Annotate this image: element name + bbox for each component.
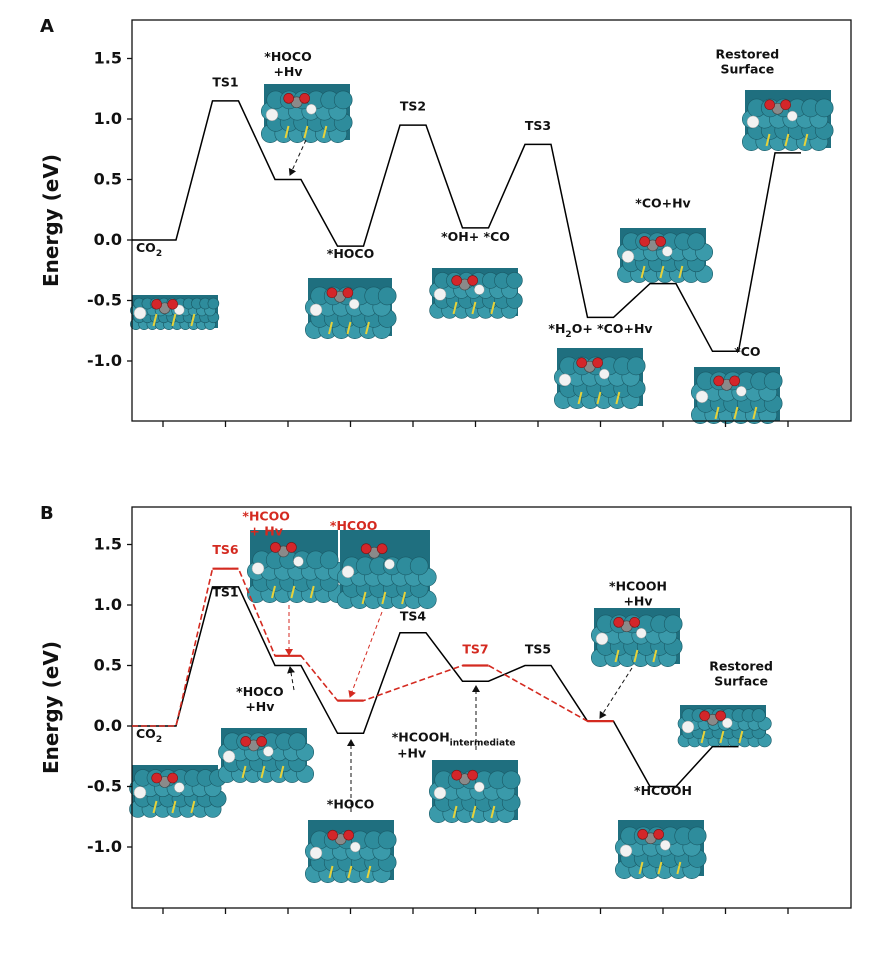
surface-thumbnail	[336, 530, 437, 610]
surface-thumbnail	[428, 760, 521, 824]
energy-path-series-0	[132, 100, 801, 353]
surface-thumbnail	[130, 295, 220, 330]
energy-level-label: *H2O+ *CO+Hv	[548, 321, 652, 340]
energy-level-label: TS1	[212, 585, 238, 600]
energy-level-label: *HCOOH	[634, 783, 692, 798]
energy-path-series-0	[132, 586, 739, 788]
pointer-arrow	[287, 666, 295, 691]
y-tick-label: 1.0	[94, 109, 122, 128]
energy-level-label: TS4	[400, 609, 427, 624]
energy-level-label: Restored Surface	[716, 47, 780, 77]
surface-thumbnail	[741, 90, 834, 151]
y-tick-label: -1.0	[87, 837, 122, 856]
panel-label: A	[40, 16, 54, 37]
surface-thumbnail	[304, 278, 397, 340]
pointer-arrow	[288, 139, 307, 176]
energy-level-label: *HOCO +Hv	[264, 49, 311, 79]
surface-thumbnail	[218, 728, 315, 783]
energy-level-label: *HOCO	[327, 246, 374, 261]
energy-path-series-1	[132, 567, 614, 727]
surface-thumbnail	[677, 705, 772, 748]
energy-level-label: *HCOO	[330, 518, 377, 533]
y-tick-label: -0.5	[87, 777, 122, 796]
y-tick-label: 1.5	[94, 49, 122, 68]
pointer-arrow	[348, 611, 383, 698]
y-axis-label: Energy (eV)	[39, 154, 63, 287]
energy-level-label: TS5	[525, 641, 551, 656]
energy-level-label: TS6	[212, 542, 239, 557]
energy-level-label: CO2	[136, 240, 162, 259]
energy-level-label: TS2	[400, 99, 426, 114]
y-tick-label: -1.0	[87, 351, 122, 370]
energy-level-label: *CO	[734, 344, 760, 359]
y-tick-label: 0.5	[94, 656, 122, 675]
chart-panel-B: B Energy (eV) -1.0 -0.5 0.0 0.5 1.0 1.5 CO2 TS6 TS…	[39, 503, 852, 914]
energy-level-label: *HCOOH +Hv	[609, 578, 667, 608]
energy-level-label: *CO+Hv	[635, 195, 690, 210]
surface-thumbnail	[129, 765, 227, 818]
y-tick-label: 0.0	[94, 716, 122, 735]
surface-thumbnail	[617, 228, 714, 283]
surface-thumbnail	[260, 84, 353, 143]
plot-frame	[131, 506, 852, 909]
y-axis-label: Energy (eV)	[39, 641, 63, 774]
y-tick-label: 0.5	[94, 170, 122, 189]
energy-level-label: *HCOOHintermediate +Hv	[392, 730, 516, 761]
energy-level-label: TS7	[462, 641, 488, 656]
y-tick-label: 1.5	[94, 535, 122, 554]
y-tick-label: 0.0	[94, 230, 122, 249]
surface-thumbnail	[304, 820, 397, 884]
energy-level-label: *OH+ *CO	[441, 229, 510, 244]
surface-thumbnail	[429, 268, 523, 319]
energy-level-label: CO2	[136, 726, 162, 745]
y-tick-label: -0.5	[87, 291, 122, 310]
surface-thumbnail	[246, 530, 347, 604]
energy-level-label: *HOCO +Hv	[236, 684, 283, 714]
surface-thumbnail	[590, 608, 683, 668]
energy-level-label: *HCOO + Hv	[242, 508, 289, 538]
chart-panel-A: A Energy (eV) -1.0 -0.5 0.0 0.5 1.0 1.5 CO2 TS1 *H…	[39, 16, 852, 427]
pointer-arrow	[599, 667, 633, 719]
y-tick-label: 1.0	[94, 595, 122, 614]
surface-thumbnail	[553, 348, 646, 410]
plot-frame	[131, 19, 852, 422]
surface-thumbnail	[614, 820, 707, 880]
energy-level-label: Restored Surface	[709, 658, 773, 688]
energy-level-label: TS3	[525, 118, 551, 133]
energy-level-label: TS1	[212, 74, 238, 89]
panel-label: B	[40, 503, 54, 524]
surface-thumbnail	[690, 367, 783, 425]
